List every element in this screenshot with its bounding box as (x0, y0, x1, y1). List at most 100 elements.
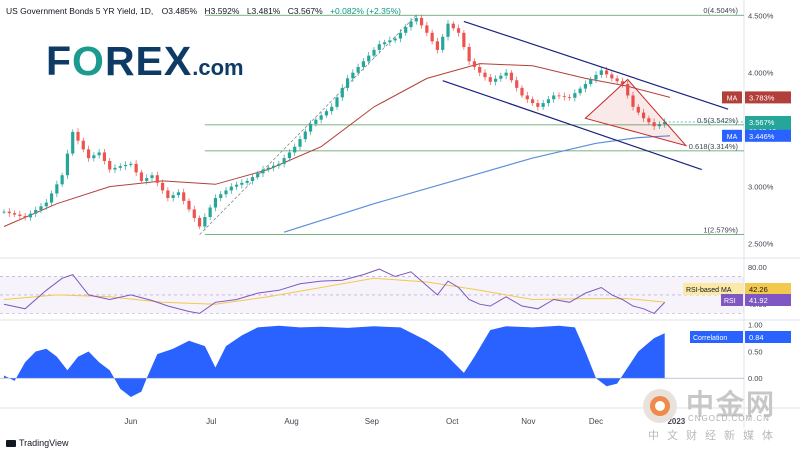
candle-body (361, 61, 366, 67)
candle-body (610, 74, 614, 79)
symbol-title: US Government Bonds 5 YR Yield, 1D, (6, 6, 154, 16)
candle-body (615, 78, 619, 82)
tradingview-logo[interactable]: TradingView (6, 438, 69, 448)
tradingview-label: TradingView (19, 438, 69, 448)
price-y-tick-label: 2.500% (748, 240, 774, 249)
candle-body (155, 175, 159, 183)
candle-body (71, 131, 75, 154)
candle-body (557, 95, 561, 97)
candle-body (472, 61, 477, 67)
corr-y-tick-label: 0.50 (748, 347, 763, 356)
candle-body (335, 97, 339, 107)
fib-level-label: 0(4.504%) (703, 6, 738, 15)
candle-body (372, 49, 376, 56)
candle-body (298, 139, 302, 147)
price-tag-value: 3.567% (749, 118, 775, 127)
candle-body (139, 172, 144, 181)
candle-body (641, 112, 646, 119)
rsi-line (3, 268, 666, 314)
fib-level-label: 0.5(3.542%) (697, 116, 738, 125)
candle-body (515, 80, 519, 88)
price-tag-value: 3.783% (749, 93, 775, 102)
candle-body (430, 32, 434, 42)
candle-body (18, 214, 22, 216)
ma-tag-label: MA (727, 134, 738, 141)
candle-body (525, 95, 529, 100)
candle-body (330, 106, 334, 112)
low-value: L3.481% (246, 6, 281, 16)
x-tick-label: Sep (365, 417, 380, 426)
corr-y-tick-label: 1.00 (748, 321, 763, 330)
triangle-pattern (584, 78, 688, 147)
ma-red-line (3, 63, 671, 227)
cngold-watermark: 中金网 CNGOLD.COM.CN 中文财经新媒体 (648, 383, 776, 442)
rsi-value-bg (745, 294, 791, 306)
candle-body (92, 155, 96, 159)
candle-body (240, 182, 244, 185)
candle-body (483, 72, 487, 78)
candle-body (261, 169, 265, 174)
price-y-tick-label: 4.000% (748, 69, 774, 78)
candle-body (245, 180, 249, 183)
fib-anchor-line (199, 14, 417, 235)
candle-body (229, 186, 233, 191)
price-tag-bg (745, 129, 791, 142)
channel-upper-line (463, 20, 729, 110)
candle-body (197, 217, 202, 227)
candle-body (414, 17, 418, 22)
ma-blue-line (283, 135, 671, 233)
candle-body (599, 70, 603, 75)
candle-body (647, 118, 651, 123)
ma-tag-bg (722, 91, 742, 104)
tradingview-icon (6, 439, 16, 447)
price-y-tick-label: 3.000% (748, 183, 774, 192)
candle-body (636, 106, 640, 113)
candle-body (530, 99, 535, 104)
candle-body (594, 74, 598, 80)
candle-body (504, 72, 508, 76)
candle-body (224, 190, 228, 195)
candle-body (425, 25, 429, 33)
candle-body (367, 55, 371, 62)
price-tag-value: 3.446% (749, 132, 775, 141)
watermark-url: CNGOLD.COM.CN (688, 414, 770, 423)
candle-body (340, 87, 344, 98)
x-tick-label: 2023 (667, 417, 685, 426)
rsi-value: 41.92 (749, 296, 768, 305)
corr-tag-name: Correlation (693, 335, 727, 342)
change-value: +0.082% (+2.35%) (330, 6, 401, 16)
fib-level-label: 0.618(3.314%) (689, 142, 739, 151)
candle-body (287, 152, 292, 159)
rsi-tag-bg (721, 294, 743, 306)
rsi-ma-value: 42.26 (749, 285, 768, 294)
candle-body (478, 66, 482, 73)
rsi-tag-name: RSI (724, 298, 736, 305)
candle-body (123, 164, 128, 167)
x-tick-label: Jun (124, 417, 137, 426)
candle-body (446, 23, 450, 37)
ma-tag-label: MA (727, 95, 738, 102)
candle-body (398, 32, 403, 39)
candle-body (552, 95, 556, 100)
candle-body (271, 165, 276, 168)
candle-body (324, 111, 329, 116)
candle-body (314, 119, 318, 124)
candle-body (351, 72, 355, 79)
candle-body (404, 27, 408, 33)
corr-value: 0.84 (749, 333, 764, 342)
candle-body (28, 213, 33, 218)
candle-body (277, 163, 281, 166)
candle-body (488, 77, 492, 82)
logo-rex: REX (104, 38, 193, 84)
candle-body (536, 103, 540, 107)
rsi-ma-value-bg (745, 283, 791, 295)
candle-body (60, 175, 64, 185)
candle-body (102, 152, 107, 161)
candle-body (150, 175, 154, 179)
candle-body (86, 149, 91, 159)
candle-body (12, 213, 17, 215)
candle-body (49, 193, 54, 203)
candle-body (44, 202, 48, 207)
candle-body (356, 66, 360, 73)
